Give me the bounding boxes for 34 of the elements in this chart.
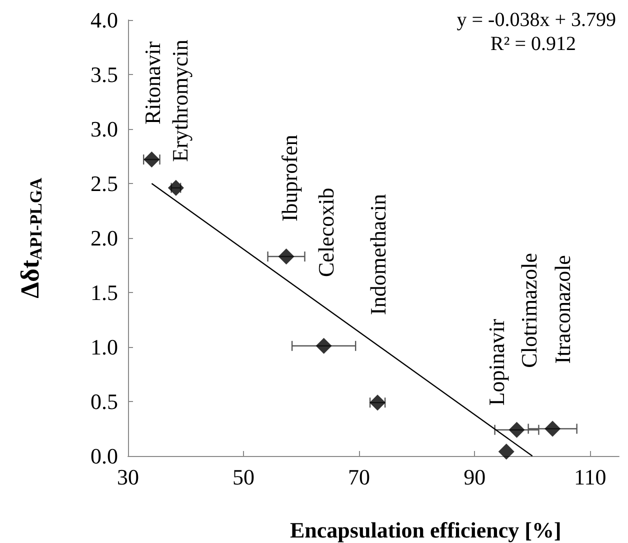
annotation: Lopinavir	[484, 318, 509, 406]
x-tick-label: 90	[464, 464, 486, 490]
annotation: Ritonavir	[140, 40, 166, 125]
point	[316, 338, 332, 354]
y-axis-title: ΔδtAPI-PLGA	[16, 176, 46, 298]
x-tick-label: 50	[232, 464, 255, 490]
annotation: Ibuprofen	[276, 134, 302, 222]
annotation: Clotrimazole	[516, 252, 542, 368]
point	[370, 394, 386, 411]
y-tick-label: 1.0	[90, 334, 118, 360]
point	[508, 422, 525, 438]
x-axis-title: Encapsulation efficiency [%]	[290, 518, 562, 542]
y-tick-label: 4.0	[90, 8, 118, 32]
annotation: Indomethacin	[366, 194, 390, 315]
y-tick-label: 2.5	[90, 171, 118, 196]
y-tick-label: 1.5	[90, 280, 118, 305]
annotation: Erythromycin	[167, 40, 192, 162]
point	[278, 248, 294, 265]
y-tick-label: 3.0	[90, 116, 118, 142]
x-tick-label: 30	[117, 464, 139, 490]
y-tick-label: 2.0	[90, 226, 118, 250]
x-tick-label: 70	[348, 464, 370, 490]
point	[144, 152, 160, 168]
point	[498, 444, 514, 460]
annotation: y = -0.038x + 3.799	[456, 9, 616, 31]
x-tick-label: 110	[574, 464, 606, 490]
y-tick-label: 0.0	[90, 444, 118, 468]
annotation: R² = 0.912	[490, 33, 576, 55]
annotation: Itraconazole	[550, 255, 576, 364]
point	[544, 420, 561, 437]
point	[168, 180, 184, 196]
annotation: Celecoxib	[314, 188, 338, 277]
y-tick-label: 3.5	[90, 62, 118, 87]
y-tick-label: 0.5	[90, 389, 118, 414]
